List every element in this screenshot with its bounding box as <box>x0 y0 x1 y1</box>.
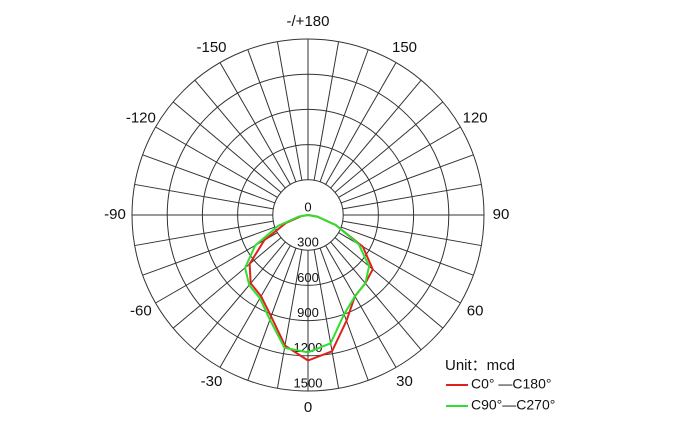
angle-tick-label: -30 <box>201 373 223 390</box>
spoke <box>340 226 474 276</box>
spoke <box>330 79 422 189</box>
spoke <box>340 154 474 204</box>
spoke <box>219 62 291 185</box>
spoke <box>276 249 303 389</box>
spoke <box>334 101 444 193</box>
spoke <box>219 245 291 368</box>
series-line <box>248 214 374 362</box>
spoke <box>325 62 397 185</box>
angle-tick-label: -150 <box>196 39 226 56</box>
spoke <box>142 154 276 204</box>
legend-label: C0° —C180° <box>471 376 551 392</box>
spoke <box>194 79 286 189</box>
angle-tick-label: -90 <box>104 206 126 223</box>
angle-tick-label: 90 <box>493 206 510 223</box>
spoke <box>134 220 274 247</box>
angle-tick-label: 120 <box>463 109 488 126</box>
spoke <box>342 183 482 210</box>
spoke <box>313 41 340 181</box>
angle-tick-label: -120 <box>126 109 156 126</box>
angle-tick-label: 0 <box>304 399 312 416</box>
angle-tick-label: 60 <box>467 302 484 319</box>
angle-tick-label: 30 <box>396 373 413 390</box>
spoke <box>330 241 422 351</box>
spoke <box>142 226 276 276</box>
spoke <box>247 247 297 381</box>
spoke <box>155 126 278 198</box>
spoke <box>172 237 282 329</box>
legend-label: C90°—C270° <box>471 397 555 413</box>
angle-tick-label: 150 <box>392 39 417 56</box>
spoke <box>325 245 397 368</box>
spoke <box>194 241 286 351</box>
unit-label: Unit：mcd <box>445 357 515 374</box>
spoke <box>247 49 297 183</box>
spoke <box>342 220 482 247</box>
angle-tick-label: -60 <box>130 302 152 319</box>
spoke <box>319 49 369 183</box>
angle-tick-label: -/+180 <box>287 13 330 30</box>
spoke <box>334 237 444 329</box>
spoke <box>172 101 282 193</box>
r-tick-label: 0 <box>304 199 311 214</box>
spoke <box>313 249 340 389</box>
series-line <box>244 214 371 354</box>
spoke <box>276 41 303 181</box>
spoke <box>134 183 274 210</box>
r-tick-label: 300 <box>297 235 319 250</box>
spoke <box>338 126 461 198</box>
